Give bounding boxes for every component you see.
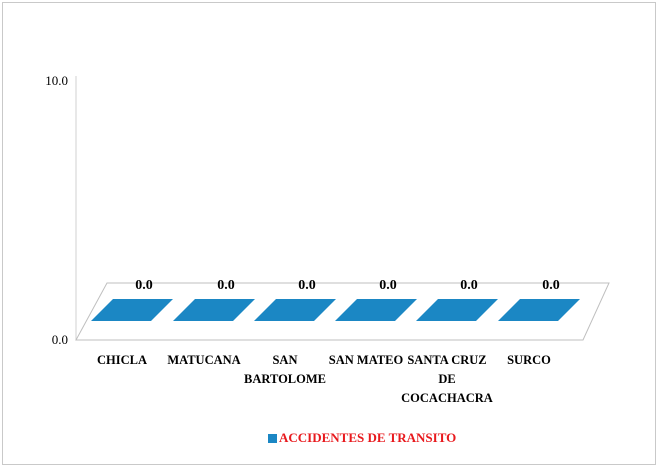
bar [335, 299, 417, 321]
y-tick-label: 10.0 [45, 73, 68, 88]
legend-swatch [268, 433, 277, 443]
y-axis-ticks: 0.0 10.0 [45, 73, 68, 347]
data-label: 0.0 [542, 278, 560, 293]
data-label: 0.0 [379, 278, 397, 293]
category-label: SAN MATEO [329, 353, 404, 367]
y-tick-label: 0.0 [52, 332, 68, 347]
bar [416, 299, 498, 321]
category-label: MATUCANA [167, 353, 240, 367]
bar-series [91, 299, 580, 321]
category-label: SURCO [507, 353, 551, 367]
category-label: SAN BARTOLOME [244, 353, 326, 386]
category-label: SANTA CRUZ DE COCACHACRA [401, 353, 493, 405]
category-label: CHICLA [97, 353, 147, 367]
data-label: 0.0 [298, 278, 316, 293]
data-label: 0.0 [460, 278, 478, 293]
legend: ACCIDENTES DE TRANSITO [268, 430, 456, 446]
data-label: 0.0 [217, 278, 235, 293]
data-labels: 0.0 0.0 0.0 0.0 0.0 0.0 [135, 278, 560, 293]
data-label: 0.0 [135, 278, 153, 293]
bar [91, 299, 173, 321]
chart-floor [75, 282, 610, 341]
legend-label: ACCIDENTES DE TRANSITO [279, 430, 457, 445]
bar [254, 299, 336, 321]
bar [498, 299, 580, 321]
bar [173, 299, 255, 321]
